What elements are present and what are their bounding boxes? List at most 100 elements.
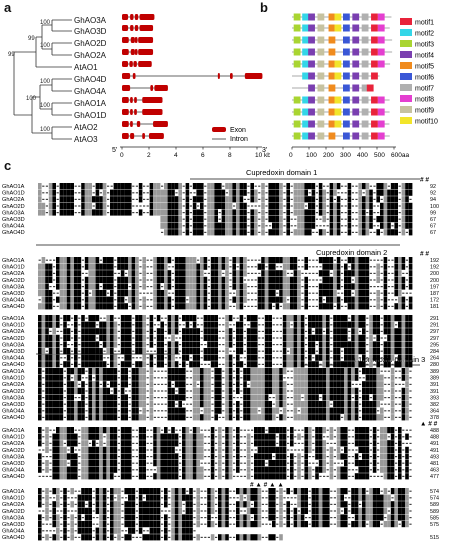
exon-block xyxy=(149,133,164,139)
motif-box xyxy=(334,108,342,116)
exon-block xyxy=(130,37,135,43)
motif-box xyxy=(328,48,336,56)
exon-block xyxy=(153,121,168,127)
residue-position: 187 xyxy=(430,291,439,297)
motif-box xyxy=(343,60,350,68)
motif-rows xyxy=(292,13,393,140)
residue-position: 463 xyxy=(430,468,439,474)
sequence-name: GhAO3A xyxy=(2,454,25,460)
sequence-name: GhAO3D xyxy=(2,402,25,408)
exon-block xyxy=(138,37,154,43)
motif-box xyxy=(343,108,350,116)
panel-label-a: a xyxy=(4,0,12,15)
three-prime-label: 3' xyxy=(262,147,267,154)
motif-box xyxy=(302,108,309,116)
motif-box xyxy=(308,96,315,104)
motif-box xyxy=(334,72,342,80)
exon-block xyxy=(122,61,129,67)
five-prime-label: 5' xyxy=(112,147,117,154)
motif-box xyxy=(293,36,301,44)
motif-box xyxy=(317,84,325,92)
motif-axis-tick-label: 600aa xyxy=(391,152,409,158)
exon-block xyxy=(142,109,163,115)
motif-box xyxy=(361,48,369,56)
sequence-name: GhAO3A xyxy=(2,342,25,348)
motif-box xyxy=(371,132,378,140)
motif-box xyxy=(343,96,350,104)
sequence-name: GhAO4D xyxy=(2,474,25,480)
sequence-name: GhAO2A xyxy=(2,329,25,335)
sequence-name: GhAO1D xyxy=(2,265,25,271)
motif-box xyxy=(352,84,360,92)
exon-block xyxy=(132,73,136,79)
residue-position: 574 xyxy=(430,489,439,495)
motif-box xyxy=(328,108,336,116)
residue-position: 585 xyxy=(430,515,439,521)
motif-box xyxy=(328,60,336,68)
sequence-name: GhAO3A xyxy=(2,515,25,521)
sequence-name: GhAO4A xyxy=(2,529,25,535)
motif-box xyxy=(302,96,309,104)
motif-axis-tick-label: 0 xyxy=(289,152,293,158)
residue-position: 515 xyxy=(430,535,439,541)
gene-axis-tick-label: 4 xyxy=(174,152,178,158)
gene-label: GhAO2D xyxy=(74,39,107,48)
exon-block xyxy=(122,49,129,55)
gene-label: AtAO2 xyxy=(74,123,98,132)
sequence-name: GhAO2D xyxy=(2,204,25,210)
motif-box xyxy=(317,72,325,80)
motif-box xyxy=(352,108,360,116)
motif-box xyxy=(377,48,385,56)
residue-position: 488 xyxy=(430,428,439,434)
motif-axis-tick-label: 100 xyxy=(306,152,317,158)
sequence-name: GhAO3D xyxy=(2,461,25,467)
motif-box xyxy=(352,24,360,32)
motif-box xyxy=(377,36,385,44)
motif-box xyxy=(352,60,360,68)
sequence-name: GhAO2D xyxy=(2,509,25,515)
gene-label: GhAO1D xyxy=(74,111,107,120)
motif-legend-label: motif3 xyxy=(415,42,434,49)
residue-position: 389 xyxy=(430,369,439,375)
residue-position: 92 xyxy=(430,184,436,190)
sequence-name: GhAO3D xyxy=(2,349,25,355)
motif-box xyxy=(308,24,315,32)
motif-box xyxy=(377,108,385,116)
bootstrap-value: 100 xyxy=(40,103,51,109)
gene-axis-tick-label: 2 xyxy=(147,152,151,158)
motif-box xyxy=(317,120,325,128)
exon-block xyxy=(139,14,155,20)
motif-box xyxy=(352,13,360,21)
exon-block xyxy=(244,73,263,79)
motif-box xyxy=(328,13,336,21)
residue-position: 200 xyxy=(430,278,439,284)
residue-position: 574 xyxy=(430,496,439,502)
exon-block xyxy=(230,73,233,79)
gene-axis-tick-label: 6 xyxy=(201,152,205,158)
exon-block xyxy=(122,97,129,103)
residue-position: 67 xyxy=(430,230,436,236)
motif-legend-swatch xyxy=(400,95,412,102)
bootstrap-value: 100 xyxy=(40,79,51,85)
motif-box xyxy=(377,24,385,32)
motif-legend-label: motif6 xyxy=(415,75,434,82)
sequence-name: GhAO3D xyxy=(2,522,25,528)
sequence-name: GhAO1A xyxy=(2,428,25,434)
motif-box xyxy=(352,36,360,44)
motif-box xyxy=(317,13,325,21)
sequence-name: GhAO2A xyxy=(2,271,25,277)
motif-legend-swatch xyxy=(400,73,412,80)
motif-box xyxy=(371,24,378,32)
motif-axis-tick-label: 500 xyxy=(374,152,385,158)
motif-box xyxy=(361,108,369,116)
motif-box xyxy=(343,36,350,44)
motif-box xyxy=(293,96,301,104)
sequence-name: GhAO2A xyxy=(2,441,25,447)
motif-legend-swatch xyxy=(400,84,412,91)
motif-box xyxy=(317,48,325,56)
motif-box xyxy=(371,72,378,80)
motif-panel: 0 100 200 300 400 500 600aa motif1 motif2 motif3… xyxy=(289,13,438,158)
motif-box xyxy=(361,96,369,104)
exon-block xyxy=(122,133,129,139)
panel-label-b: b xyxy=(260,0,268,15)
